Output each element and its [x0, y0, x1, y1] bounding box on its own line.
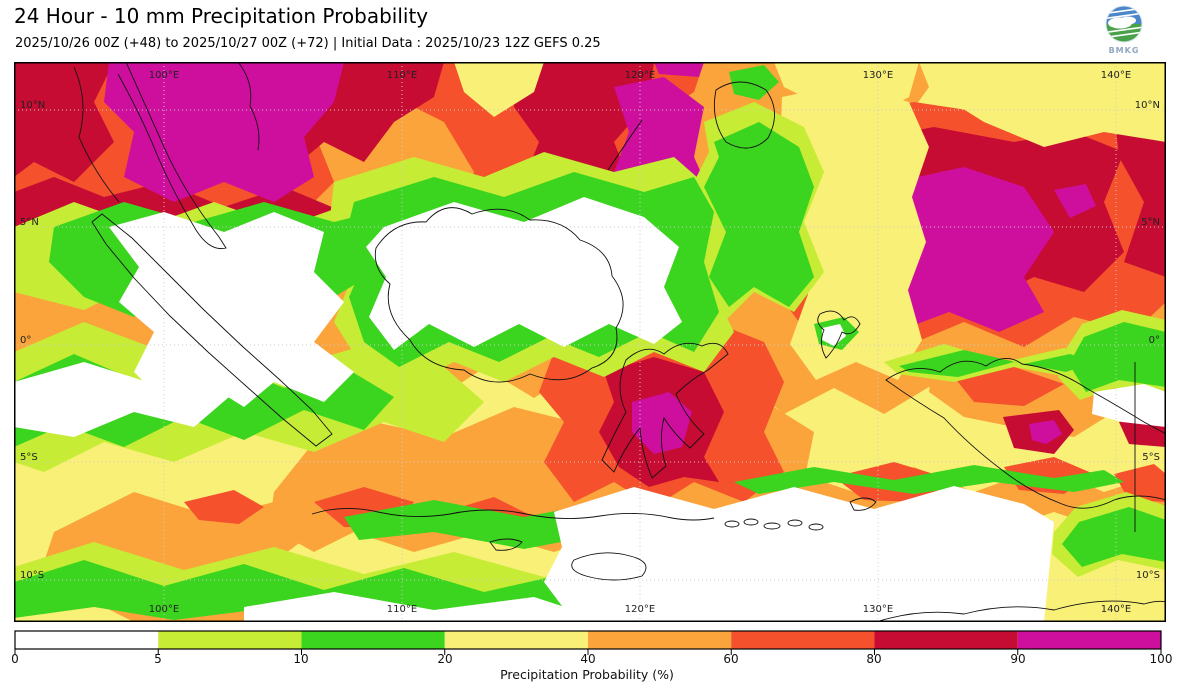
colorbar-canvas: [14, 630, 1162, 655]
colorbar-segment-60-80: [731, 631, 875, 649]
bmkg-logo-icon: [1105, 5, 1143, 43]
graticule-gridlines: [14, 62, 1166, 622]
lon-label-top-130e: 130°E: [863, 70, 893, 81]
colorbar-tick-40: 40: [580, 652, 596, 666]
colorbar-tick-20: 20: [437, 652, 453, 666]
colorbar-segment-80-90: [874, 631, 1018, 649]
lon-label-bottom-120e: 120°E: [625, 604, 655, 615]
colorbar-axis-label: Precipitation Probability (%): [500, 667, 674, 682]
lat-label-right-5n: 5°N: [1141, 217, 1160, 228]
lon-label-top-100e: 100°E: [149, 70, 179, 81]
colorbar-segments: [15, 631, 1161, 649]
colorbar-tick-marks: [14, 649, 1162, 655]
colorbar-tick-0: 0: [11, 652, 19, 666]
lon-label-bottom-130e: 130°E: [863, 604, 893, 615]
colorbar-border: [14, 630, 1162, 650]
lon-label-bottom-110e: 110°E: [387, 604, 417, 615]
map-border: [14, 62, 1166, 622]
contour-regions-0-5: [14, 197, 1166, 622]
bmkg-logo: BMKG: [1100, 4, 1148, 55]
lat-label-left-5s: 5°S: [20, 452, 38, 463]
lon-label-top-120e: 120°E: [625, 70, 655, 81]
lat-label-left-10n: 10°N: [20, 100, 45, 111]
subtitle-valid-period: 2025/10/26 00Z (+48) to 2025/10/27 00Z (…: [15, 36, 601, 51]
colorbar-tick-10: 10: [293, 652, 309, 666]
map-canvas: 100°E 110°E 120°E 130°E 140°E 100°E 110°…: [14, 62, 1166, 622]
lat-label-left-5n: 5°N: [20, 217, 39, 228]
lat-label-right-10s: 10°S: [1136, 570, 1160, 581]
lon-label-top-140e: 140°E: [1101, 70, 1131, 81]
page-title: 24 Hour - 10 mm Precipitation Probabilit…: [14, 4, 429, 28]
lon-label-bottom-100e: 100°E: [149, 604, 179, 615]
colorbar-tick-60: 60: [723, 652, 739, 666]
colorbar: [14, 630, 1162, 660]
lat-label-left-10s: 10°S: [20, 570, 44, 581]
colorbar-segment-0-5: [15, 631, 159, 649]
colorbar-tick-90: 90: [1010, 652, 1026, 666]
colorbar-tick-5: 5: [154, 652, 162, 666]
lat-label-right-0: 0°: [1149, 335, 1160, 346]
lat-label-right-10n: 10°N: [1135, 100, 1160, 111]
coastlines: [73, 62, 1166, 622]
lon-label-top-110e: 110°E: [387, 70, 417, 81]
lat-label-left-0: 0°: [20, 335, 31, 346]
bmkg-logo-text: BMKG: [1108, 46, 1140, 55]
colorbar-tick-100: 100: [1149, 652, 1173, 666]
precipitation-probability-map: 100°E 110°E 120°E 130°E 140°E 100°E 110°…: [14, 62, 1166, 622]
colorbar-segment-10-20: [301, 631, 445, 649]
colorbar-tick-80: 80: [866, 652, 882, 666]
colorbar-segment-90-100: [1017, 631, 1161, 649]
lon-label-bottom-140e: 140°E: [1101, 604, 1131, 615]
lat-label-right-5s: 5°S: [1142, 452, 1160, 463]
graticule-labels: 100°E 110°E 120°E 130°E 140°E 100°E 110°…: [20, 70, 1160, 615]
colorbar-segment-20-40: [444, 631, 588, 649]
colorbar-segment-40-60: [588, 631, 732, 649]
colorbar-segment-5-10: [158, 631, 302, 649]
